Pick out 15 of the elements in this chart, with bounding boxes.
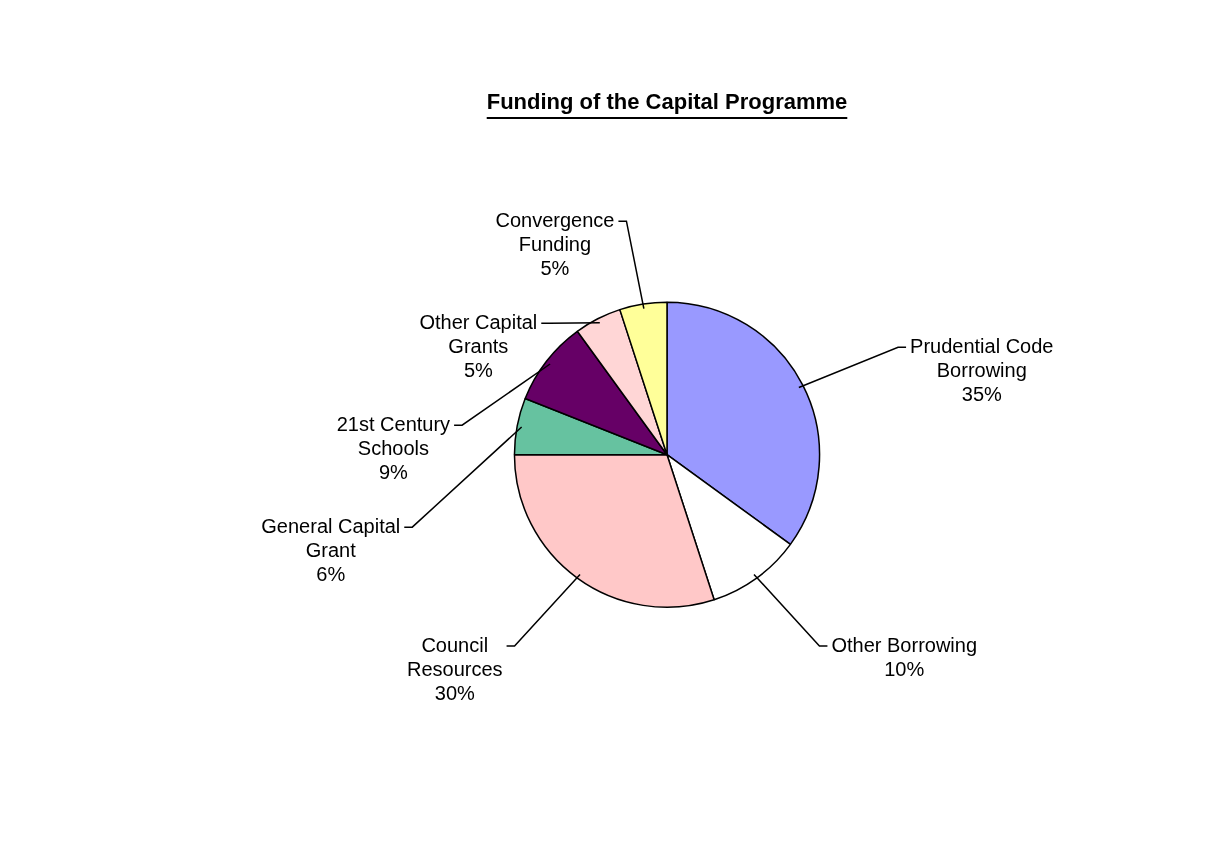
data-label: 5% [463, 358, 494, 381]
data-label: 5% [540, 256, 570, 279]
slice-label: General Capital Grant [261, 514, 401, 561]
data-label: 30% [434, 681, 475, 704]
slice-label: Prudential Code Borrowing [910, 334, 1054, 381]
slice-label: Other Capital Grants [419, 310, 538, 357]
slice-label: Other Borrowing [831, 633, 978, 656]
chart-title: Funding of the Capital Programme [486, 89, 848, 115]
data-label: 10% [884, 657, 925, 680]
data-label: 6% [316, 562, 346, 585]
data-label: 9% [378, 460, 409, 483]
slice-label: Council Resources [406, 633, 503, 680]
data-label: 35% [961, 382, 1003, 405]
slice-label: Convergence Funding [495, 208, 615, 255]
slice-label: 21st Century Schools [336, 412, 451, 459]
